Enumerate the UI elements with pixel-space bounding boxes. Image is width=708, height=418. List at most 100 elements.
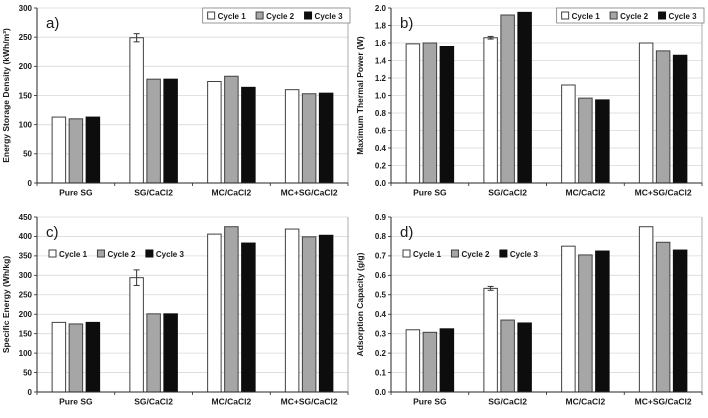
x-category-label: Pure SG xyxy=(59,188,93,198)
legend-box xyxy=(202,7,351,24)
legend-swatch-cycle1 xyxy=(48,249,57,258)
bar-cycle2-sg-cacl2 xyxy=(500,14,515,184)
y-tick-label: 0.8 xyxy=(375,109,387,118)
y-tick-label: 300 xyxy=(19,271,33,280)
legend-label: Cycle 1 xyxy=(413,250,442,259)
legend-label: Cycle 2 xyxy=(461,250,490,259)
legend-swatch-cycle3 xyxy=(304,11,313,20)
x-category-label: Pure SG xyxy=(413,397,447,407)
y-tick-label: 0.5 xyxy=(375,291,387,300)
bar-cycle1-pure-sg xyxy=(405,43,421,184)
legend-swatch-cycle2 xyxy=(450,249,459,258)
bar-cycle2-mc-sg-cacl2 xyxy=(301,93,317,184)
legend-label: Cycle 2 xyxy=(107,250,136,259)
chart-panel-d-adsorption-capacity: 0.0 0.1 0.2 0.3 0.4 0.5 0.6 0.7 0.8 0.9 Pure SG SG/… xyxy=(355,213,703,407)
y-tick-label: 0.6 xyxy=(375,271,387,280)
bar-cycle1-pure-sg xyxy=(51,321,67,393)
bar-cycle3-sg-cacl2 xyxy=(163,313,178,393)
panel-letter-label: d) xyxy=(400,224,413,241)
x-category-label: MC/CaCl2 xyxy=(212,397,252,407)
y-tick-label: 2.0 xyxy=(375,4,387,13)
bar-cycle3-mc-sg-cacl2 xyxy=(672,249,688,393)
bar-cycle3-pure-sg xyxy=(85,321,101,393)
legend-label: Cycle 3 xyxy=(510,250,539,259)
bar-cycle1-pure-sg xyxy=(51,116,67,184)
y-tick-label: 350 xyxy=(19,252,33,261)
legend-swatch-cycle1 xyxy=(402,249,411,258)
bar-cycle3-pure-sg xyxy=(439,46,455,184)
bar-cycle2-mc-cacl2 xyxy=(224,75,239,184)
legend-box xyxy=(556,7,705,24)
legend-swatch-cycle3 xyxy=(499,249,508,258)
chart-panel-a-energy-storage-density: 0 50 100 150 200 250 300 Pure SG SG/CaCl2 MC/CaCl… xyxy=(1,4,351,198)
bar-cycle1-sg-cacl2 xyxy=(483,37,498,184)
bar-cycle2-mc-sg-cacl2 xyxy=(655,241,671,393)
legend-label: Cycle 3 xyxy=(669,12,698,21)
legend-label: Cycle 1 xyxy=(572,12,601,21)
bar-cycle1-sg-cacl2 xyxy=(129,37,144,184)
y-tick-label: 0.1 xyxy=(375,368,387,377)
y-tick-label: 0.7 xyxy=(375,252,387,261)
bar-cycle3-sg-cacl2 xyxy=(517,322,532,393)
y-tick-label: 0 xyxy=(28,388,33,397)
y-tick-label: 0.2 xyxy=(375,349,387,358)
bar-cycle2-mc-cacl2 xyxy=(224,226,239,393)
bar-cycle2-mc-sg-cacl2 xyxy=(301,236,317,393)
x-category-label: SG/CaCl2 xyxy=(134,397,173,407)
x-category-label: Pure SG xyxy=(59,397,93,407)
legend-label: Cycle 1 xyxy=(218,12,247,21)
y-tick-label: 1.0 xyxy=(375,91,387,100)
y-tick-label: 150 xyxy=(19,91,33,100)
legend-swatch-cycle3 xyxy=(145,249,154,258)
y-tick-label: 150 xyxy=(19,329,33,338)
panel-letter-label: c) xyxy=(46,224,59,241)
y-tick-label: 100 xyxy=(19,349,33,358)
x-category-label: Pure SG xyxy=(413,188,447,198)
legend-swatch-cycle2 xyxy=(609,11,618,20)
y-tick-label: 0.6 xyxy=(375,126,387,135)
y-tick-label: 0 xyxy=(28,179,33,188)
bar-cycle1-mc-sg-cacl2 xyxy=(638,226,654,393)
bar-cycle2-mc-cacl2 xyxy=(578,254,593,393)
bar-cycle3-pure-sg xyxy=(85,116,101,184)
legend-label: Cycle 3 xyxy=(156,250,185,259)
bar-cycle2-pure-sg xyxy=(422,42,438,184)
legend-label: Cycle 3 xyxy=(315,12,344,21)
bar-cycle1-mc-sg-cacl2 xyxy=(638,42,654,184)
x-category-label: MC/CaCl2 xyxy=(566,397,606,407)
y-tick-label: 0.4 xyxy=(375,310,387,319)
y-tick-label: 0.0 xyxy=(375,179,387,188)
y-tick-label: 300 xyxy=(19,4,33,13)
legend-label: Cycle 2 xyxy=(266,12,295,21)
bar-cycle3-pure-sg xyxy=(439,328,455,393)
bar-cycle2-sg-cacl2 xyxy=(146,78,161,184)
x-category-label: MC+SG/CaCl2 xyxy=(281,188,338,198)
legend-swatch-cycle3 xyxy=(658,11,667,20)
bar-cycle1-mc-cacl2 xyxy=(561,84,576,184)
bar-cycle3-sg-cacl2 xyxy=(517,11,532,184)
x-category-label: MC+SG/CaCl2 xyxy=(635,188,692,198)
x-category-label: MC+SG/CaCl2 xyxy=(635,397,692,407)
bar-cycle2-sg-cacl2 xyxy=(500,319,515,393)
y-tick-label: 250 xyxy=(19,291,33,300)
chart-panel-b-maximum-thermal-power: 0.0 0.2 0.4 0.6 0.8 1.0 1.2 1.4 1.6 1.8 2.0 Pure SG… xyxy=(355,4,705,198)
x-category-label: MC/CaCl2 xyxy=(212,188,252,198)
legend-swatch-cycle1 xyxy=(207,11,216,20)
legend-swatch-cycle1 xyxy=(561,11,570,20)
y-tick-label: 50 xyxy=(23,150,32,159)
y-tick-label: 0.2 xyxy=(375,161,387,170)
bar-cycle1-sg-cacl2 xyxy=(483,287,498,393)
x-category-label: SG/CaCl2 xyxy=(488,188,527,198)
y-axis-title: Maximum Thermal Power (W) xyxy=(355,36,365,155)
y-tick-label: 0.4 xyxy=(375,144,387,153)
x-category-label: SG/CaCl2 xyxy=(488,397,527,407)
bar-cycle2-sg-cacl2 xyxy=(146,313,161,393)
y-tick-label: 0.0 xyxy=(375,388,387,397)
y-axis-title: Specific Energy (Wh/kg) xyxy=(1,256,11,353)
bar-cycle1-sg-cacl2 xyxy=(129,277,144,393)
y-tick-label: 0.8 xyxy=(375,232,387,241)
bar-cycle1-mc-sg-cacl2 xyxy=(284,228,300,393)
bar-cycle3-mc-sg-cacl2 xyxy=(318,92,334,184)
y-tick-label: 200 xyxy=(19,310,33,319)
